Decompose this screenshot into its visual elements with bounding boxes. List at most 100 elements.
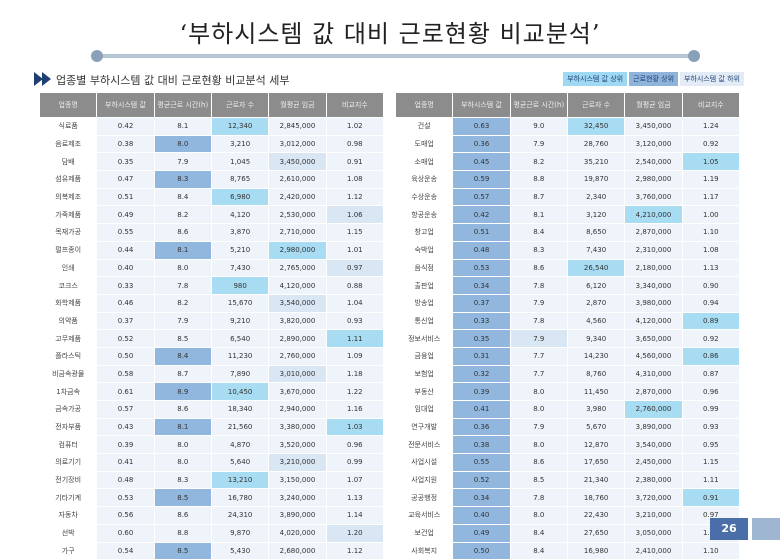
- table-cell: 21,560: [210, 417, 270, 437]
- table-cell: 2,845,000: [268, 117, 327, 136]
- table-cell: 0.35: [96, 152, 155, 172]
- table-cell: 0.99: [325, 453, 385, 472]
- table-cell: 1.11: [325, 329, 385, 348]
- table-cell: 0.40: [452, 506, 511, 525]
- table-cell: 0.57: [96, 400, 155, 419]
- table-cell: 8,760: [566, 364, 626, 384]
- table-row: 공공행정 0.34 7.8 18,760 3,720,000 0.91: [394, 488, 741, 508]
- table-cell: 12,870: [566, 435, 626, 455]
- table-cell: 18,760: [566, 488, 626, 508]
- table-row: 사회복지 0.50 8.4 16,980 2,410,000 1.10: [394, 541, 741, 560]
- table-cell: 3,720,000: [624, 488, 683, 508]
- table-cell: 0.32: [452, 364, 511, 384]
- table-cell: 24,310: [210, 506, 270, 525]
- table-cell: 1.07: [325, 470, 385, 490]
- table-cell: 2,450,000: [624, 453, 683, 472]
- comparison-table-right: 업종명 부하시스템 값 평균근로 시간(h) 근로자 수 월평균 임금 비교지수 건설 0.…: [394, 92, 741, 560]
- table-cell: 3,980: [566, 400, 626, 419]
- table-row: 담배 0.35 7.9 1,045 3,450,000 0.91: [38, 152, 385, 172]
- table-row: 항공운송 0.42 8.1 3,120 4,210,000 1.00: [394, 205, 741, 225]
- table-row: 연구개발 0.36 7.9 5,670 3,890,000 0.93: [394, 417, 741, 437]
- table-cell: 5,430: [210, 541, 270, 560]
- table-cell: 0.56: [96, 506, 155, 525]
- table-cell: 8.4: [509, 523, 568, 543]
- table-cell: 0.92: [681, 134, 741, 154]
- table-row: 정보서비스 0.35 7.9 9,340 3,650,000 0.92: [394, 329, 741, 348]
- industry-name-cell: 펄프종이: [38, 240, 98, 260]
- table-cell: 2,980,000: [268, 240, 327, 260]
- table-cell: 0.95: [681, 435, 741, 455]
- table-cell: 0.48: [452, 240, 511, 260]
- industry-name-cell: 숙박업: [394, 240, 454, 260]
- table-cell: 0.54: [96, 541, 155, 560]
- industry-name-cell: 사회복지: [394, 541, 454, 560]
- table-cell: 5,640: [210, 453, 270, 472]
- table-row: 금융업 0.31 7.7 14,230 4,560,000 0.86: [394, 346, 741, 366]
- table-cell: 4,310,000: [624, 364, 683, 384]
- table-cell: 2,760,000: [268, 346, 327, 366]
- table-cell: 7.8: [509, 276, 568, 295]
- table-cell: 0.98: [325, 134, 385, 154]
- table-cell: 0.49: [96, 205, 155, 225]
- table-cell: 8.8: [509, 170, 568, 189]
- column-header: 부하시스템 값: [452, 92, 511, 118]
- table-cell: 1.02: [325, 117, 385, 136]
- table-cell: 0.50: [452, 541, 511, 560]
- table-row: 임대업 0.41 8.0 3,980 2,760,000 0.99: [394, 400, 741, 419]
- table-cell: 1.12: [325, 187, 385, 207]
- table-cell: 12,340: [210, 117, 270, 136]
- table-row: 식료품 0.42 8.1 12,340 2,845,000 1.02: [38, 117, 385, 136]
- legend: 부하시스템 값 상위 근로현황 상위 부하시스템 값 하위: [563, 72, 744, 86]
- table-row: 목재가공 0.55 8.6 3,870 2,710,000 1.15: [38, 223, 385, 242]
- table-cell: 2,180,000: [624, 258, 683, 278]
- industry-name-cell: 항공운송: [394, 205, 454, 225]
- table-row: 섬유제품 0.47 8.3 8,765 2,610,000 1.08: [38, 170, 385, 189]
- industry-name-cell: 의복제조: [38, 187, 98, 207]
- legend-item: 근로현황 상위: [629, 72, 679, 86]
- table-cell: 8.4: [153, 346, 212, 366]
- table-cell: 2,980,000: [624, 170, 683, 189]
- table-cell: 4,120: [210, 205, 270, 225]
- table-cell: 0.43: [96, 417, 155, 437]
- table-cell: 8.7: [153, 364, 212, 384]
- table-cell: 0.50: [96, 346, 155, 366]
- legend-item: 부하시스템 값 하위: [680, 72, 744, 86]
- table-cell: 26,540: [566, 258, 626, 278]
- table-cell: 2,420,000: [268, 187, 327, 207]
- table-cell: 0.55: [96, 223, 155, 242]
- table-cell: 0.35: [452, 329, 511, 348]
- table-cell: 6,120: [566, 276, 626, 295]
- table-cell: 8.8: [153, 523, 212, 543]
- table-cell: 0.96: [681, 382, 741, 401]
- table-cell: 1.15: [325, 223, 385, 242]
- table-cell: 1.18: [325, 364, 385, 384]
- industry-name-cell: 고무제품: [38, 329, 98, 348]
- table-cell: 8.5: [153, 488, 212, 508]
- table-cell: 7,430: [566, 240, 626, 260]
- section-subtitle: 업종별 부하시스템 값 대비 근로현황 비교분석 세부: [56, 74, 290, 87]
- industry-name-cell: 수상운송: [394, 187, 454, 207]
- table-cell: 2,540,000: [624, 152, 683, 172]
- table-cell: 3,380,000: [268, 417, 327, 437]
- table-cell: 1.20: [325, 523, 385, 543]
- table-cell: 4,020,000: [268, 523, 327, 543]
- industry-name-cell: 컴퓨터: [38, 435, 98, 455]
- table-cell: 7.9: [509, 134, 568, 154]
- industry-name-cell: 가죽제품: [38, 205, 98, 225]
- table-cell: 8.4: [509, 223, 568, 242]
- table-cell: 3,980,000: [624, 293, 683, 313]
- industry-name-cell: 연구개발: [394, 417, 454, 437]
- industry-name-cell: 교육서비스: [394, 506, 454, 525]
- industry-name-cell: 플라스틱: [38, 346, 98, 366]
- industry-name-cell: 사업시설: [394, 453, 454, 472]
- table-cell: 7.7: [509, 364, 568, 384]
- table-cell: 1.22: [325, 382, 385, 401]
- table-cell: 0.55: [452, 453, 511, 472]
- table-cell: 8,765: [210, 170, 270, 189]
- table-cell: 3,210,000: [268, 453, 327, 472]
- table-cell: 1.01: [325, 240, 385, 260]
- industry-name-cell: 인쇄: [38, 258, 98, 278]
- table-cell: 0.86: [681, 346, 741, 366]
- industry-name-cell: 기타기계: [38, 488, 98, 508]
- table-cell: 9.0: [509, 117, 568, 136]
